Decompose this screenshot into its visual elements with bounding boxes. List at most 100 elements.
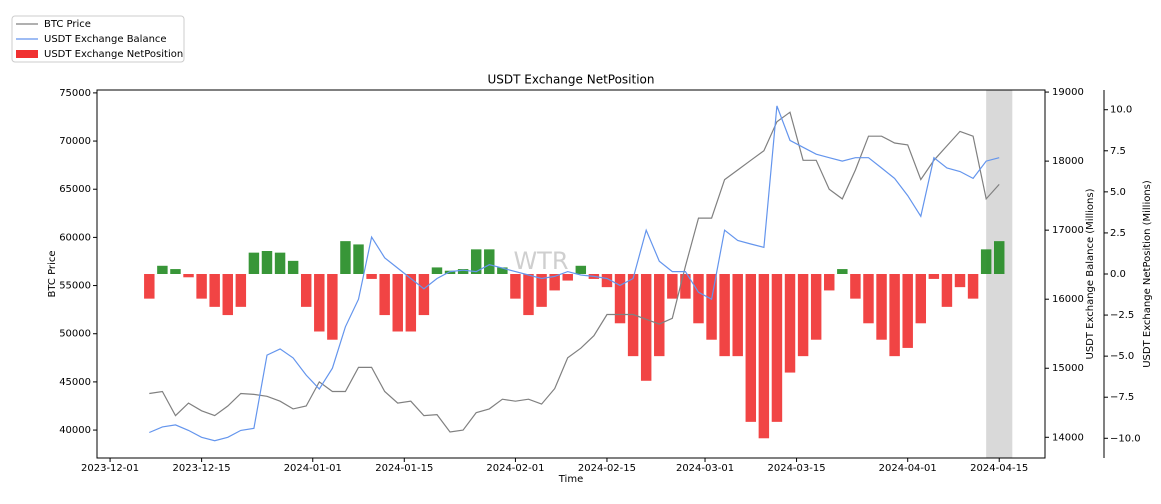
y2-tick-label: 17000 <box>1052 225 1084 236</box>
bar <box>457 269 469 274</box>
y3-tick-label: −2.5 <box>1110 310 1134 321</box>
bar <box>614 274 626 324</box>
bar <box>209 274 220 307</box>
bar <box>144 274 155 299</box>
y2-tick-label: 16000 <box>1052 294 1084 305</box>
bar <box>680 274 691 299</box>
bar <box>640 274 652 381</box>
y3-tick-label: 10.0 <box>1110 105 1132 116</box>
bar <box>994 241 1005 274</box>
bar <box>876 274 887 340</box>
bar <box>235 274 247 307</box>
line <box>149 111 1000 433</box>
bar <box>928 274 940 279</box>
y3-tick-label: 7.5 <box>1110 146 1126 157</box>
bar <box>274 252 286 274</box>
bar <box>314 274 325 332</box>
bar <box>327 274 338 340</box>
bar <box>980 249 992 274</box>
y3-tick-label: −7.5 <box>1110 392 1134 403</box>
x-tick-label: 2024-03-01 <box>676 463 734 474</box>
y3-tick-label: −5.0 <box>1110 351 1134 362</box>
bar <box>967 274 979 299</box>
y2-tick-label: 14000 <box>1052 432 1084 443</box>
y2-tick-label: 19000 <box>1052 87 1084 98</box>
y-tick-label: 60000 <box>59 232 91 243</box>
legend-label: BTC Price <box>44 19 91 30</box>
bar <box>667 274 678 299</box>
legend: BTC Price USDT Exchange Balance USDT Excha… <box>11 15 185 63</box>
x-tick-label: 2024-02-01 <box>486 463 544 474</box>
bar <box>693 274 704 324</box>
x-tick-label: 2024-01-15 <box>375 463 433 474</box>
plot-frame <box>96 89 1046 459</box>
y-tick-label: 75000 <box>59 88 91 99</box>
y-tick-label: 45000 <box>59 377 91 388</box>
x-tick-label: 2024-01-01 <box>284 463 342 474</box>
bar <box>248 252 260 274</box>
x-tick-label: 2023-12-15 <box>173 463 231 474</box>
y-tick-label: 55000 <box>59 281 91 292</box>
bar <box>300 274 312 307</box>
bar <box>902 274 913 348</box>
legend-label: USDT Exchange Balance <box>44 34 167 45</box>
bar <box>510 274 521 299</box>
x-tick-label: 2024-04-01 <box>879 463 937 474</box>
bar <box>196 274 207 299</box>
bar <box>889 274 900 357</box>
y2-tick-label: 18000 <box>1052 156 1084 167</box>
bar <box>379 274 390 316</box>
bar <box>183 274 194 278</box>
bar <box>484 249 495 274</box>
bar <box>601 274 613 288</box>
y3-tick-label: −10.0 <box>1110 433 1141 444</box>
y3-axis-label: USDT Exchange NetPosition (Millions) <box>1142 180 1153 368</box>
bar <box>941 274 953 307</box>
bar <box>444 270 456 274</box>
bar <box>954 274 966 288</box>
legend-swatch <box>16 50 38 58</box>
bar <box>157 265 168 274</box>
bar <box>732 274 743 357</box>
bar <box>287 260 299 274</box>
chart-title: USDT Exchange NetPosition <box>487 73 654 87</box>
line <box>149 105 1000 442</box>
y3-tick-label: 2.5 <box>1110 228 1126 239</box>
y-tick-label: 70000 <box>59 136 91 147</box>
legend-label: USDT Exchange NetPosition <box>44 49 183 60</box>
bar <box>850 274 861 299</box>
bar <box>562 274 573 281</box>
bar <box>719 274 730 357</box>
legend-frame <box>11 15 185 63</box>
bar <box>392 274 403 332</box>
bar <box>706 274 717 340</box>
bar <box>418 274 430 316</box>
bar <box>915 274 927 324</box>
bar <box>863 274 874 324</box>
bar <box>758 274 770 439</box>
y3-tick-label: 5.0 <box>1110 187 1126 198</box>
axes: 2023-12-01 2023-12-15 2024-01-01 2024-01-15… <box>11 15 1141 474</box>
bar <box>797 274 809 357</box>
bar <box>575 265 587 274</box>
bar <box>784 274 796 373</box>
bar <box>549 274 560 291</box>
bar <box>366 274 377 279</box>
x-tick-label: 2024-03-15 <box>767 463 825 474</box>
bar <box>745 274 757 422</box>
bar <box>810 274 822 340</box>
bar <box>261 251 273 274</box>
y2-axis-label: USDT Exchange Balance (Millions) <box>1085 188 1096 359</box>
x-axis-label: Time <box>558 474 583 485</box>
x-tick-label: 2024-02-15 <box>578 463 636 474</box>
bar <box>837 269 848 274</box>
bar <box>771 274 783 422</box>
bar <box>523 274 534 316</box>
bar <box>340 241 351 274</box>
bar <box>431 267 443 274</box>
x-tick-label: 2024-04-15 <box>970 463 1028 474</box>
bar <box>536 274 547 307</box>
y-tick-label: 50000 <box>59 329 91 340</box>
watermark: WTR <box>513 247 568 275</box>
